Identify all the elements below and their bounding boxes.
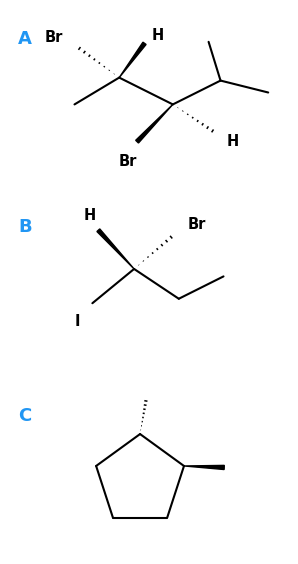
Text: H: H <box>83 208 96 223</box>
Polygon shape <box>97 229 134 269</box>
Text: A: A <box>18 30 32 48</box>
Text: Br: Br <box>188 217 206 232</box>
Text: Br: Br <box>44 30 63 45</box>
Text: C: C <box>18 407 31 425</box>
FancyBboxPatch shape <box>0 200 298 362</box>
Text: Br: Br <box>119 153 137 169</box>
Text: I: I <box>75 314 80 329</box>
Text: H: H <box>226 134 239 149</box>
FancyBboxPatch shape <box>0 389 298 550</box>
Text: H: H <box>152 28 164 43</box>
Text: B: B <box>18 218 32 236</box>
Polygon shape <box>136 104 173 143</box>
FancyBboxPatch shape <box>0 12 298 173</box>
Polygon shape <box>119 42 146 78</box>
Polygon shape <box>184 465 224 470</box>
